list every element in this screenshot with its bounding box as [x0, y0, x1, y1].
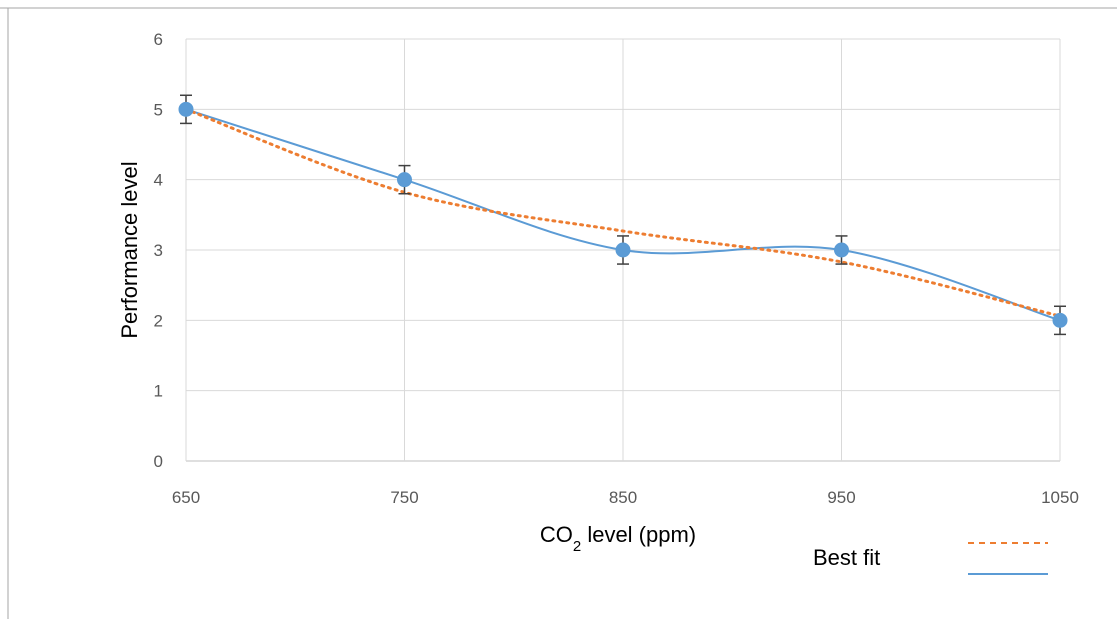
x-tick-label: 650	[172, 488, 200, 507]
data-point	[178, 101, 194, 117]
data-point	[1052, 312, 1068, 328]
data-point	[615, 242, 631, 258]
y-tick-label: 6	[154, 30, 163, 49]
x-tick-label: 950	[827, 488, 855, 507]
x-axis-title: CO2 level (ppm)	[540, 522, 696, 555]
y-tick-label: 4	[154, 171, 163, 190]
x-axis-ticks: 650 750 850 950 1050	[172, 488, 1079, 507]
data-point	[397, 172, 412, 188]
error-bars	[180, 94, 1066, 336]
legend: Best fit	[813, 542, 1048, 575]
y-tick-label: 0	[154, 452, 163, 471]
x-tick-label: 850	[609, 488, 637, 507]
x-tick-label: 750	[390, 488, 418, 507]
y-axis-title: Performance level	[117, 161, 142, 338]
legend-label: Best fit	[813, 545, 880, 570]
data-markers	[178, 101, 1068, 328]
y-axis-ticks: 0 1 2 3 4 5 6	[154, 30, 163, 471]
y-tick-label: 2	[154, 311, 163, 330]
best-fit-line	[184, 107, 1062, 318]
y-tick-label: 1	[154, 382, 163, 401]
x-tick-label: 1050	[1041, 488, 1079, 507]
y-tick-label: 3	[154, 241, 163, 260]
data-point	[834, 242, 849, 258]
y-tick-label: 5	[154, 100, 163, 119]
best-fit-series	[184, 107, 1062, 318]
